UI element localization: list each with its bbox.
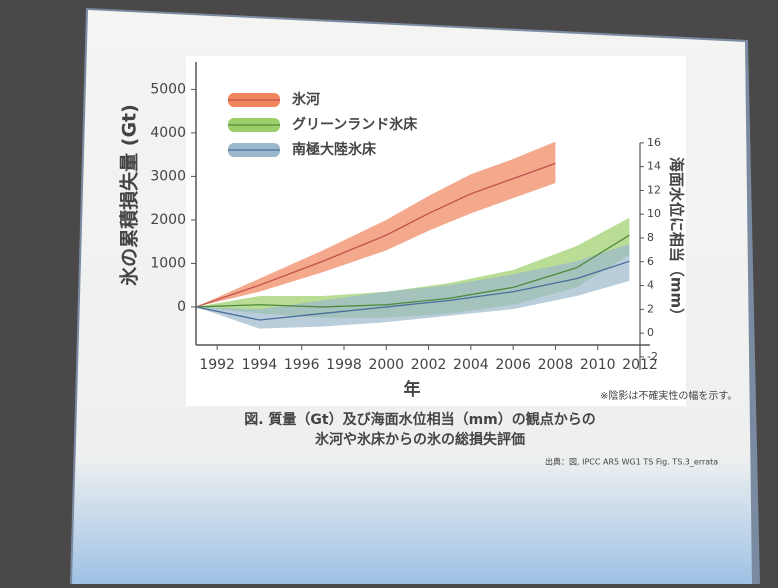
y-axis-label: 氷の累積損失量 (Gt) [118, 104, 141, 286]
y-tick-label: 4000 [150, 125, 186, 141]
y2-tick-label: 16 [647, 136, 661, 149]
x-tick-label: 2008 [538, 357, 574, 373]
legend-label: 氷河 [292, 91, 320, 108]
y2-tick-label: 12 [647, 183, 661, 196]
y2-tick-label: 8 [647, 231, 654, 244]
y2-tick-label: 6 [647, 255, 654, 268]
x-tick-label: 1996 [284, 357, 320, 373]
note: ※陰影は不確実性の幅を示す。 [600, 389, 737, 402]
y-tick-label: 1000 [150, 255, 186, 271]
x-axis-label: 年 [404, 379, 421, 400]
y2-tick-label: -2 [647, 350, 658, 363]
x-tick-label: 2000 [368, 357, 404, 373]
y2-tick-label: 14 [647, 160, 661, 173]
x-tick-label: 2002 [411, 357, 447, 373]
x-tick-label: 1998 [326, 357, 362, 373]
x-tick-label: 2006 [495, 357, 531, 373]
uncertainty-band [196, 243, 630, 329]
x-tick-label: 2010 [580, 357, 616, 373]
x-tick-label: 1994 [242, 357, 278, 373]
y2-tick-label: 4 [647, 279, 654, 292]
x-tick-label: 2012 [622, 357, 658, 373]
slide [186, 56, 686, 406]
legend-label: 南極大陸氷床 [292, 141, 377, 158]
x-tick-label: 2004 [453, 357, 489, 373]
y2-tick-label: 10 [647, 207, 661, 220]
y-tick-label: 5000 [150, 81, 186, 97]
plot: 0 1000 2000 3000 4000 5000 -2 0 2 4 6 8 10 12 14 16 1992… [150, 62, 661, 373]
caption-line: 氷河や氷床からの氷の総損失評価 [315, 431, 525, 448]
y2-tick-label: 2 [647, 302, 654, 315]
caption-line: 図. 質量（Gt）及び海面水位相当（mm）の観点からの [244, 411, 596, 428]
y2-tick-label: 0 [647, 326, 654, 339]
legend-label: グリーンランド氷床 [292, 116, 418, 133]
source: 出典：図, IPCC AR5 WG1 TS Fig. TS.3_errata [545, 457, 718, 467]
x-tick-label: 1992 [199, 357, 235, 373]
series-line [195, 234, 630, 308]
series-line [195, 260, 630, 321]
series-line [195, 162, 556, 308]
uncertainty-band [196, 141, 556, 307]
y-tick-label: 2000 [150, 212, 186, 228]
y2-axis-label: 海面水位に相当（mm） [668, 157, 686, 323]
y-tick-label: 0 [177, 299, 186, 315]
y-tick-label: 3000 [150, 168, 186, 184]
